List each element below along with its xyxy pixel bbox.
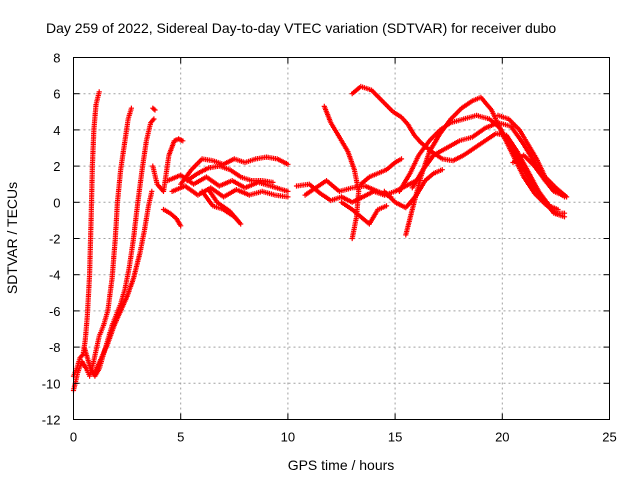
plus-markers xyxy=(510,152,565,198)
plus-markers xyxy=(409,120,568,200)
y-tick-label: 0 xyxy=(53,195,60,210)
y-tick-label: -6 xyxy=(49,304,61,319)
series-track-15 xyxy=(321,103,362,242)
series-track-23 xyxy=(510,152,565,198)
plus-markers xyxy=(358,156,405,187)
x-tick-label: 25 xyxy=(602,430,616,445)
y-tick-label: -10 xyxy=(42,376,61,391)
series-track-1 xyxy=(70,89,102,379)
series-track-12 xyxy=(199,187,244,227)
y-tick-label: 6 xyxy=(53,87,60,102)
series-track-10 xyxy=(178,154,291,187)
x-tick-label: 5 xyxy=(177,430,184,445)
y-tick-label: 4 xyxy=(53,123,60,138)
x-axis-label: GPS time / hours xyxy=(288,457,395,473)
plus-markers xyxy=(178,154,291,187)
x-tick-label: 0 xyxy=(70,430,77,445)
x-tick-label: 20 xyxy=(495,430,509,445)
plus-markers xyxy=(302,178,394,200)
series-track-8 xyxy=(165,172,291,194)
plus-markers xyxy=(165,172,291,194)
series-track-4 xyxy=(92,188,155,375)
x-tick-label: 10 xyxy=(281,430,295,445)
chart-title: Day 259 of 2022, Sidereal Day-to-day VTE… xyxy=(46,20,556,36)
grid xyxy=(73,57,610,420)
plus-markers xyxy=(184,163,276,185)
y-tick-label: -8 xyxy=(49,340,61,355)
series-track-16 xyxy=(338,199,390,227)
plus-markers xyxy=(150,105,158,113)
series-track-14 xyxy=(302,178,394,200)
series-track-6 xyxy=(150,136,186,194)
y-tick-label: -4 xyxy=(49,268,61,283)
y-tick-label: -2 xyxy=(49,232,61,247)
y-axis-label: SDTVAR / TECUs xyxy=(4,182,20,294)
data-series xyxy=(70,83,570,394)
series-track-7 xyxy=(160,206,184,229)
series-track-22 xyxy=(495,112,570,200)
plus-markers xyxy=(338,199,390,227)
plus-markers xyxy=(160,206,184,229)
series-track-20 xyxy=(396,112,568,220)
axis-ticks: 0 5 10 15 20 25 -12 -10 -8 -6 -4 -2 0 2 4 6 8 xyxy=(42,51,617,445)
series-track-5 xyxy=(150,105,158,113)
plus-markers xyxy=(495,112,570,200)
y-tick-label: 8 xyxy=(53,51,60,66)
series-track-11 xyxy=(184,163,276,185)
plus-markers xyxy=(199,187,244,227)
plus-markers xyxy=(70,89,102,379)
plus-markers xyxy=(150,136,186,194)
series-track-17 xyxy=(358,156,405,187)
series-track-24 xyxy=(381,167,445,211)
plus-markers xyxy=(396,112,568,220)
series-track-21 xyxy=(409,120,568,200)
plus-markers xyxy=(381,167,445,211)
plus-markers xyxy=(92,188,155,375)
y-tick-label: -12 xyxy=(42,413,61,428)
plus-markers xyxy=(321,103,362,242)
x-tick-label: 15 xyxy=(388,430,402,445)
y-tick-label: 2 xyxy=(53,159,60,174)
